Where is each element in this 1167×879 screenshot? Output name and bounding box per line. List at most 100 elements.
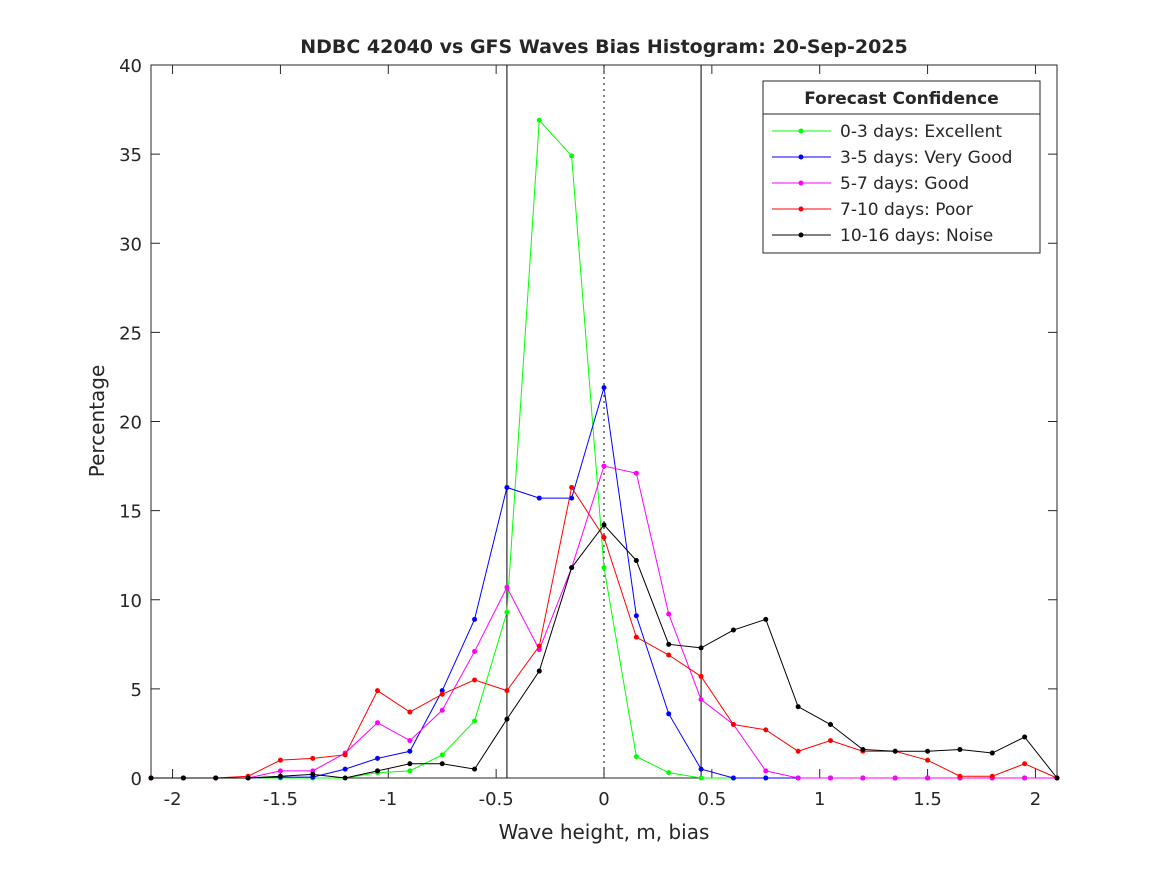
data-point	[310, 768, 316, 774]
data-point	[795, 748, 801, 754]
data-point	[666, 641, 672, 647]
data-point	[472, 677, 478, 683]
reference-lines	[506, 65, 702, 778]
data-point	[828, 722, 833, 728]
data-point	[310, 755, 316, 761]
legend-box	[762, 80, 1041, 254]
x-tick-label: 1.5	[913, 789, 942, 810]
y-tick-label: 20	[119, 413, 142, 434]
data-point	[666, 611, 672, 617]
series-line	[151, 486, 1058, 779]
data-point	[633, 754, 639, 760]
x-tick-label: 0	[598, 789, 609, 810]
data-point	[472, 766, 478, 772]
data-point	[277, 773, 283, 779]
data-point	[342, 766, 348, 772]
data-point	[828, 738, 833, 744]
legend-entry: 0-3 days: Excellent	[840, 122, 1002, 142]
data-point	[407, 709, 413, 715]
data-point	[763, 775, 769, 781]
data-point	[730, 775, 736, 781]
data-point	[601, 534, 607, 540]
legend-entry: 10-16 days: Noise	[840, 226, 993, 246]
data-point	[925, 757, 931, 763]
data-point	[472, 718, 478, 724]
data-point	[213, 775, 219, 781]
data-point	[472, 648, 478, 654]
data-point	[504, 716, 510, 722]
data-point	[569, 565, 575, 571]
series-3	[148, 484, 1060, 781]
data-point	[342, 752, 348, 758]
data-point	[1022, 775, 1028, 781]
data-point	[860, 746, 866, 752]
data-point	[180, 775, 186, 781]
data-point	[407, 738, 413, 744]
y-axis-label: Percentage	[85, 365, 109, 478]
legend-swatch-marker	[798, 180, 804, 186]
data-point	[633, 470, 639, 476]
data-point	[148, 775, 154, 781]
x-tick-label: -0.5	[479, 789, 514, 810]
data-point	[375, 720, 380, 726]
data-point	[439, 691, 445, 697]
data-point	[439, 707, 445, 713]
data-point	[536, 117, 542, 123]
x-tick-label: -2	[164, 789, 182, 810]
y-tick-label: 15	[119, 502, 142, 523]
data-point	[989, 773, 995, 779]
x-tick-label: 2	[1030, 789, 1041, 810]
data-point	[957, 746, 963, 752]
data-point	[601, 522, 607, 528]
data-point	[310, 771, 316, 777]
data-point	[504, 484, 510, 490]
data-point	[407, 761, 413, 767]
data-point	[828, 775, 833, 781]
data-point	[1054, 775, 1060, 781]
y-tick-label: 25	[119, 323, 142, 344]
data-point	[504, 609, 510, 615]
legend-entry: 5-7 days: Good	[840, 174, 969, 194]
data-point	[633, 634, 639, 640]
series-group	[148, 117, 1060, 781]
data-point	[342, 775, 348, 781]
legend: Forecast Confidence 0-3 days: Excellent 3-…	[762, 80, 1041, 254]
data-point	[1022, 761, 1028, 767]
legend-title: Forecast Confidence	[804, 89, 999, 109]
data-point	[892, 748, 898, 754]
data-point	[925, 775, 931, 781]
data-point	[439, 752, 445, 758]
legend-swatch-marker	[798, 154, 804, 160]
y-tick-label: 10	[119, 591, 142, 612]
data-point	[666, 711, 672, 717]
data-point	[375, 755, 380, 761]
y-tick-label: 0	[131, 769, 142, 790]
data-point	[795, 775, 801, 781]
data-point	[989, 750, 995, 756]
data-point	[730, 627, 736, 633]
data-point	[763, 616, 769, 622]
y-tick-label: 5	[131, 680, 142, 701]
data-point	[666, 652, 672, 658]
data-point	[407, 768, 413, 774]
y-tick-label: 30	[119, 234, 142, 255]
data-point	[892, 775, 898, 781]
data-point	[698, 645, 704, 651]
y-tick-label: 40	[119, 56, 142, 77]
data-point	[601, 385, 607, 391]
data-point	[277, 757, 283, 763]
data-point	[472, 616, 478, 622]
data-point	[536, 668, 542, 674]
data-point	[1022, 734, 1028, 740]
legend-swatch-marker	[798, 206, 804, 212]
x-tick-label: 0.5	[698, 789, 727, 810]
data-point	[569, 495, 575, 501]
legend-swatch-marker	[798, 232, 804, 238]
data-point	[277, 768, 283, 774]
data-point	[698, 697, 704, 703]
data-point	[504, 688, 510, 694]
x-axis-label: Wave height, m, bias	[499, 820, 710, 844]
